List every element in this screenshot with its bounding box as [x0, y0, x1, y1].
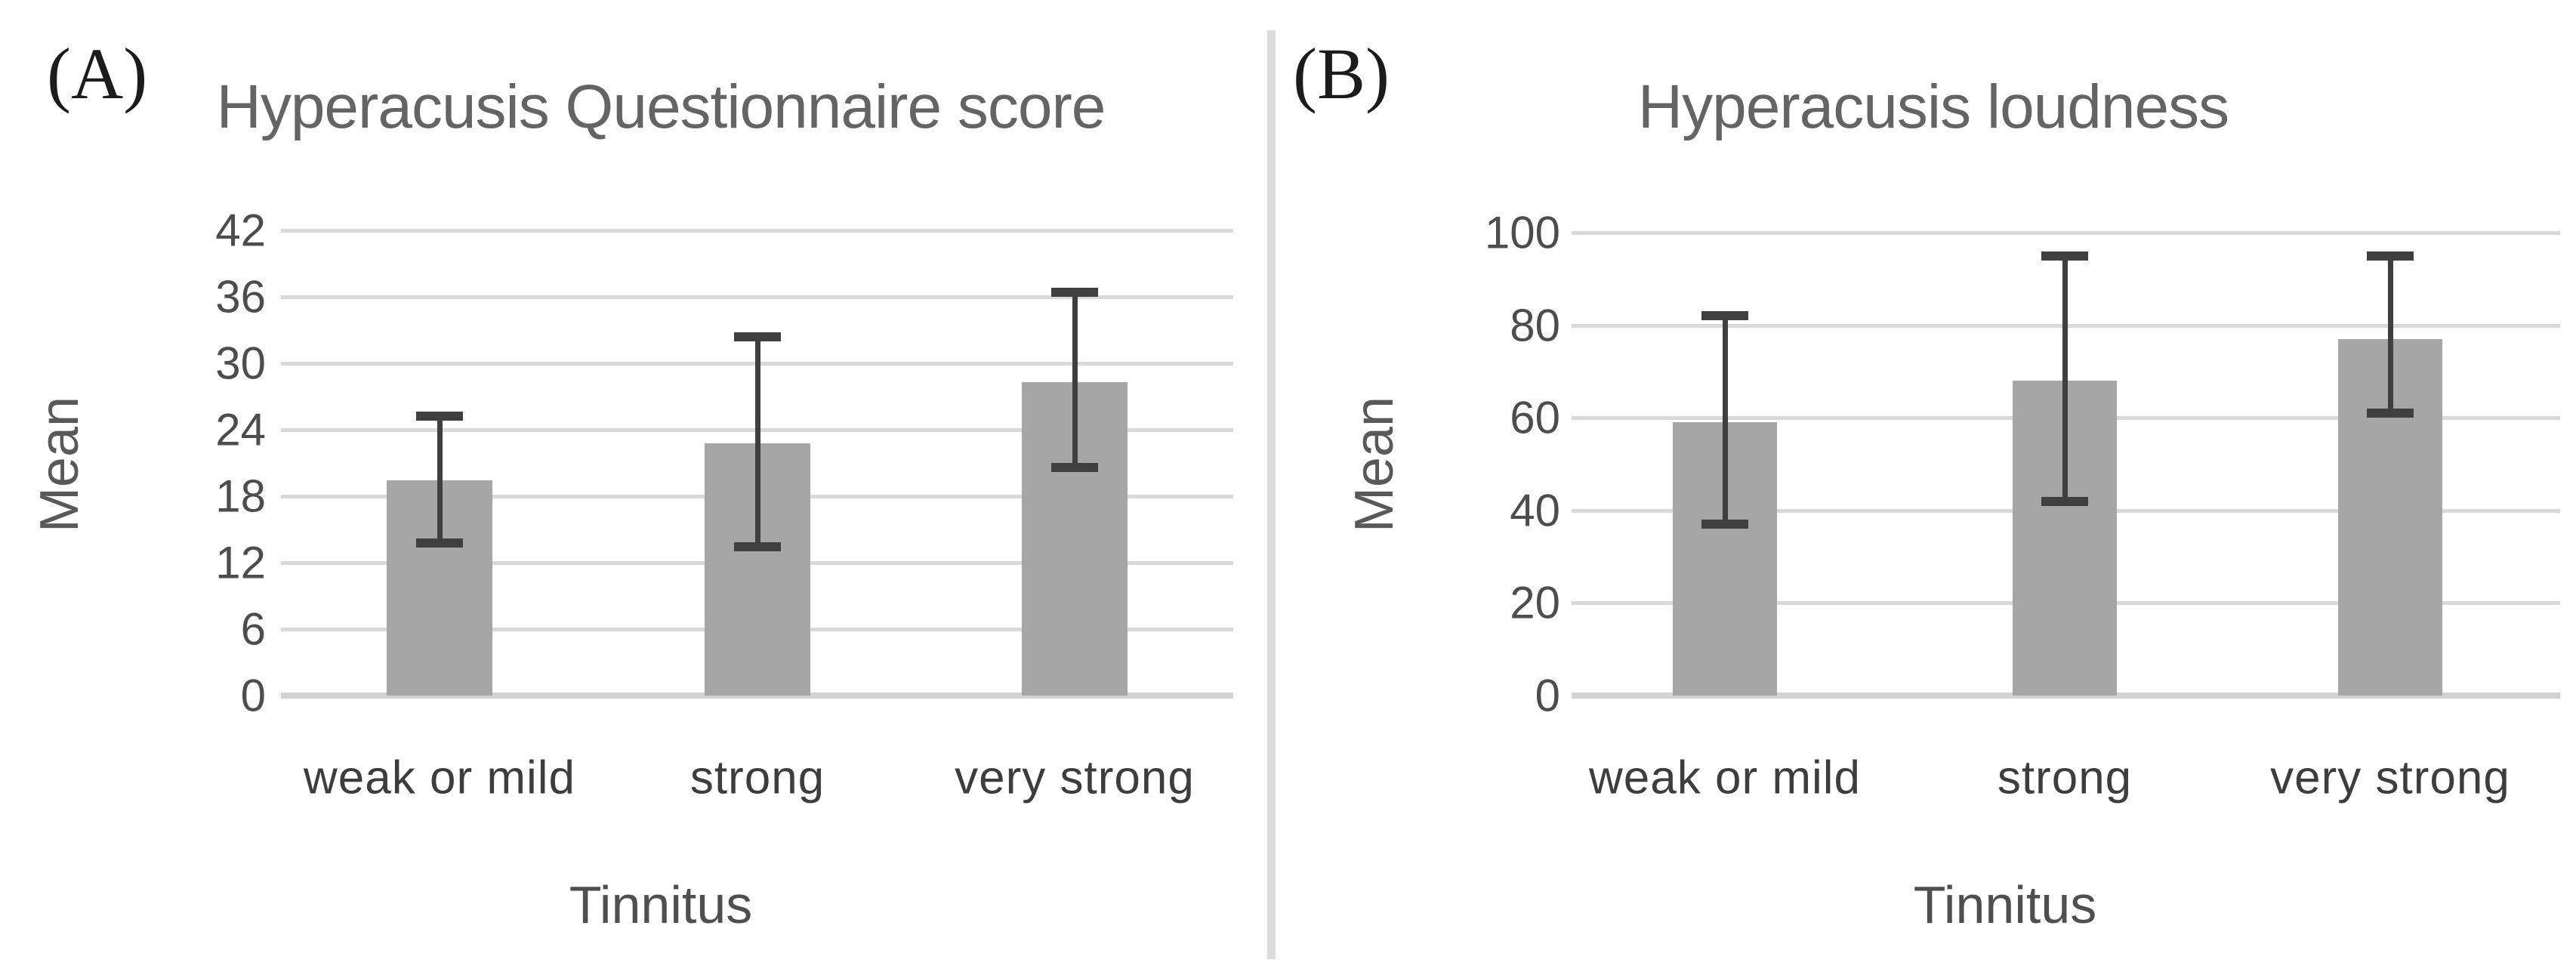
- error-bar-upper-cap: [1701, 311, 1748, 321]
- y-tick-label: 60: [1510, 392, 1560, 443]
- y-tick-label: 30: [215, 338, 266, 389]
- panel-a-y-axis-label: Mean: [29, 396, 90, 533]
- x-category-label: weak or mild: [1589, 751, 1861, 804]
- x-category-label: weak or mild: [304, 751, 575, 804]
- x-category-label: very strong: [2270, 751, 2510, 804]
- panel-b-letter: (B): [1293, 33, 1390, 114]
- error-bar-lower-cap: [734, 542, 781, 552]
- error-bar-lower-cap: [2367, 409, 2414, 418]
- y-tick-label: 36: [215, 271, 266, 322]
- panel-a-letter: (A): [47, 33, 148, 114]
- y-tick-label: 24: [215, 404, 266, 455]
- error-bar-upper-cap: [2041, 251, 2088, 261]
- gridline: [281, 295, 1233, 299]
- error-bar-line: [2062, 255, 2068, 501]
- error-bar-upper-cap: [416, 412, 463, 421]
- panel-b-x-axis-label: Tinnitus: [1913, 875, 2097, 934]
- y-tick-label: 40: [1510, 485, 1560, 536]
- error-bar-lower-cap: [1051, 462, 1098, 472]
- gridline: [1572, 231, 2560, 235]
- error-bar-lower-cap: [2041, 496, 2088, 506]
- panel-divider-line: [1267, 30, 1276, 959]
- gridline: [281, 229, 1233, 233]
- error-bar-line: [1072, 292, 1078, 467]
- error-bar-upper-cap: [1051, 288, 1098, 298]
- y-tick-label: 12: [215, 537, 266, 588]
- y-tick-label: 80: [1510, 300, 1560, 351]
- error-bar-line: [1722, 316, 1728, 525]
- panel-a-x-axis-label: Tinnitus: [569, 875, 753, 934]
- y-tick-label: 0: [240, 670, 266, 721]
- y-tick-label: 20: [1510, 577, 1560, 628]
- x-category-label: very strong: [955, 751, 1195, 804]
- panel-b-title: Hyperacusis loudness: [1637, 73, 2229, 141]
- y-tick-label: 6: [240, 603, 266, 655]
- error-bar-lower-cap: [416, 538, 463, 548]
- x-axis-baseline: [1572, 693, 2560, 699]
- y-tick-label: 100: [1484, 207, 1560, 258]
- x-axis-baseline: [281, 693, 1233, 699]
- y-tick-label: 42: [215, 205, 266, 256]
- x-category-label: strong: [690, 751, 825, 804]
- x-category-label: strong: [1997, 751, 2133, 804]
- error-bar-upper-cap: [734, 332, 781, 341]
- error-bar-line: [2387, 255, 2393, 414]
- error-bar-line: [754, 336, 760, 548]
- y-tick-label: 18: [215, 471, 266, 522]
- error-bar-upper-cap: [2367, 251, 2414, 261]
- error-bar-lower-cap: [1701, 520, 1748, 529]
- y-tick-label: 0: [1535, 670, 1560, 721]
- panel-b-y-axis-label: Mean: [1344, 396, 1405, 533]
- panel-a-title: Hyperacusis Questionnaire score: [216, 73, 1106, 141]
- error-bar-line: [437, 416, 443, 543]
